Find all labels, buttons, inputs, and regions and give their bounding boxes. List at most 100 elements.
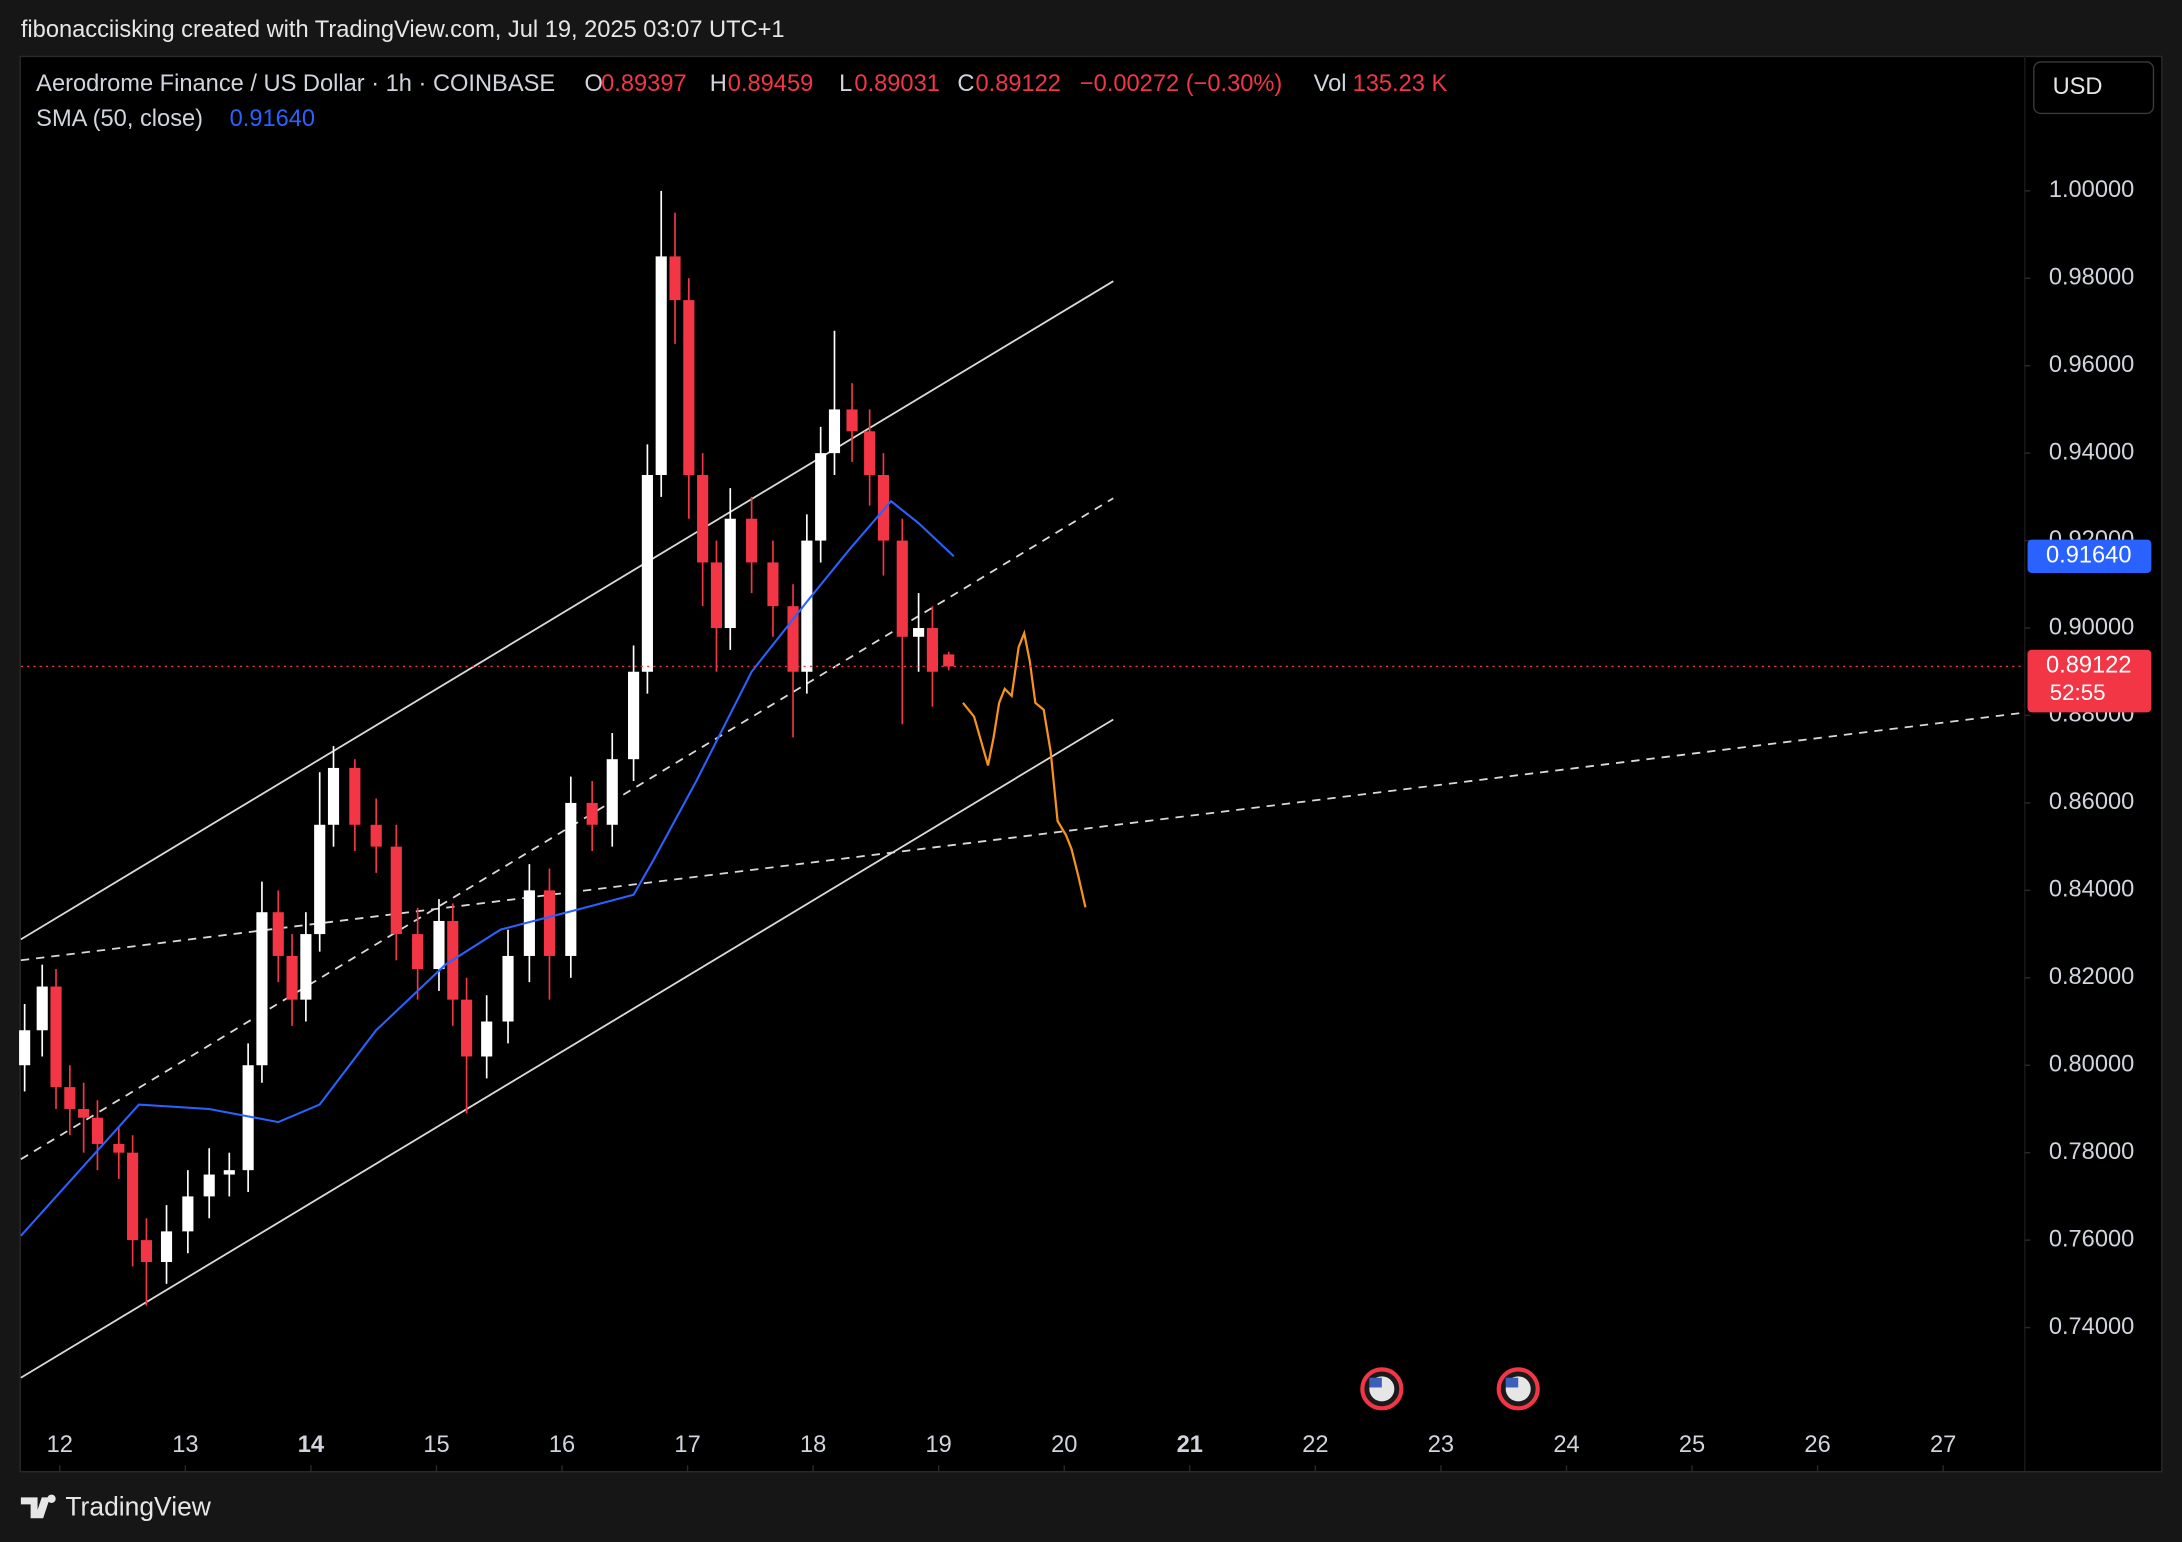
x-tick-label: 24 — [1553, 1432, 1579, 1458]
y-tick-label: 0.82000 — [2049, 964, 2134, 990]
currency-button[interactable] — [2033, 61, 2155, 115]
candle-body — [256, 912, 268, 1066]
candle-body — [461, 999, 473, 1057]
candle-body — [655, 256, 667, 476]
candle-body — [828, 409, 841, 454]
volume-label: Vol — [1314, 71, 1347, 97]
candle-body — [697, 475, 709, 563]
y-tick-label: 0.96000 — [2049, 352, 2134, 378]
price-tag — [2027, 649, 2152, 713]
candle-body — [349, 767, 361, 825]
candle-body — [390, 846, 402, 935]
candle-body — [746, 518, 758, 563]
x-tick-label: 17 — [674, 1432, 700, 1458]
sma-line — [20, 499, 955, 1237]
candle-body — [36, 986, 48, 1031]
y-tick-label: 0.74000 — [2049, 1314, 2134, 1340]
channel-lower — [20, 718, 1114, 1379]
currency[interactable]: USD — [2053, 74, 2103, 100]
candle-body — [787, 606, 799, 672]
candle-body — [896, 540, 908, 637]
candle-body — [91, 1117, 104, 1144]
plot-layer — [19, 190, 2025, 1379]
x-tick-label: 26 — [1804, 1432, 1830, 1458]
candle-body — [327, 767, 340, 825]
brand: TradingView — [65, 1492, 211, 1522]
close-value: 0.89122 — [975, 71, 1060, 97]
candle-body — [203, 1174, 215, 1197]
event-flag[interactable] — [1360, 1367, 1404, 1411]
y-tick-label: 0.84000 — [2049, 877, 2134, 903]
candle-body — [724, 518, 736, 629]
brand-logo — [20, 1494, 56, 1519]
candle-body — [864, 431, 876, 476]
y-tick-label: 0.86000 — [2049, 789, 2134, 815]
channel-mid — [20, 497, 1114, 1161]
x-tick-label: 16 — [549, 1432, 575, 1458]
candle-body — [913, 628, 925, 637]
candle-body — [433, 920, 445, 970]
y-tick-label: 0.98000 — [2049, 265, 2134, 291]
x-tick-label: 20 — [1051, 1432, 1077, 1458]
x-tick-label: 14 — [298, 1432, 325, 1458]
candle-body — [710, 562, 723, 629]
chart-panel — [19, 55, 2163, 1473]
sma-tag-label: 0.91640 — [2046, 543, 2131, 569]
event-flag[interactable] — [1496, 1367, 1540, 1411]
candle-body — [943, 654, 955, 667]
candle-body — [64, 1087, 76, 1109]
open-value: 0.89397 — [601, 71, 686, 97]
candle-body — [815, 453, 827, 541]
candle-body — [801, 540, 813, 672]
x-tick-label: 15 — [423, 1432, 449, 1458]
candle-body — [242, 1065, 254, 1171]
candle-body — [140, 1240, 152, 1262]
x-tick-label: 18 — [800, 1432, 826, 1458]
volume-value: 135.23 K — [1353, 71, 1448, 97]
candle-body — [223, 1170, 235, 1175]
candle-body — [314, 824, 326, 935]
x-tick-label: 23 — [1428, 1432, 1454, 1458]
x-tick-label: 25 — [1679, 1432, 1705, 1458]
sma-tag — [2027, 539, 2152, 574]
x-tick-label: 19 — [926, 1432, 952, 1458]
low-label: L — [839, 71, 852, 97]
candle-body — [78, 1108, 90, 1118]
x-tick-label: 22 — [1302, 1432, 1328, 1458]
sma-value: 0.91640 — [230, 106, 315, 132]
x-tick-label: 12 — [47, 1432, 73, 1458]
y-tick-label: 0.90000 — [2049, 614, 2134, 640]
high-value: 0.89459 — [728, 71, 813, 97]
candle-body — [412, 934, 424, 970]
y-tick-label: 0.76000 — [2049, 1226, 2134, 1252]
candle-body — [606, 759, 618, 825]
candle-body — [50, 986, 62, 1088]
open-label: O — [584, 71, 602, 97]
candle-body — [502, 955, 514, 1022]
y-tick-label: 0.78000 — [2049, 1139, 2134, 1165]
candle-body — [669, 256, 681, 301]
candle-body — [113, 1143, 125, 1153]
candle-body — [565, 802, 577, 956]
credit: fibonacciisking created with TradingView… — [21, 17, 785, 43]
candle-body — [182, 1196, 194, 1232]
candle-body — [272, 912, 284, 956]
candle-body — [19, 1030, 31, 1066]
low-value: 0.89031 — [854, 71, 939, 97]
y-tick-label: 1.00000 — [2049, 177, 2134, 203]
high-label: H — [710, 71, 727, 97]
candle-body — [286, 955, 298, 1000]
close-label: C — [957, 71, 974, 97]
candle-body — [641, 475, 653, 672]
candle-body — [543, 890, 556, 956]
candle-body — [926, 628, 938, 672]
candle-body — [127, 1152, 139, 1241]
candle-body — [160, 1231, 173, 1262]
sma-label: SMA (50, close) — [36, 106, 203, 132]
price-tag-label: 0.89122 — [2046, 653, 2131, 679]
x-tick-label: 27 — [1930, 1432, 1956, 1458]
y-tick-label: 0.94000 — [2049, 439, 2134, 465]
candle-body — [877, 475, 890, 541]
